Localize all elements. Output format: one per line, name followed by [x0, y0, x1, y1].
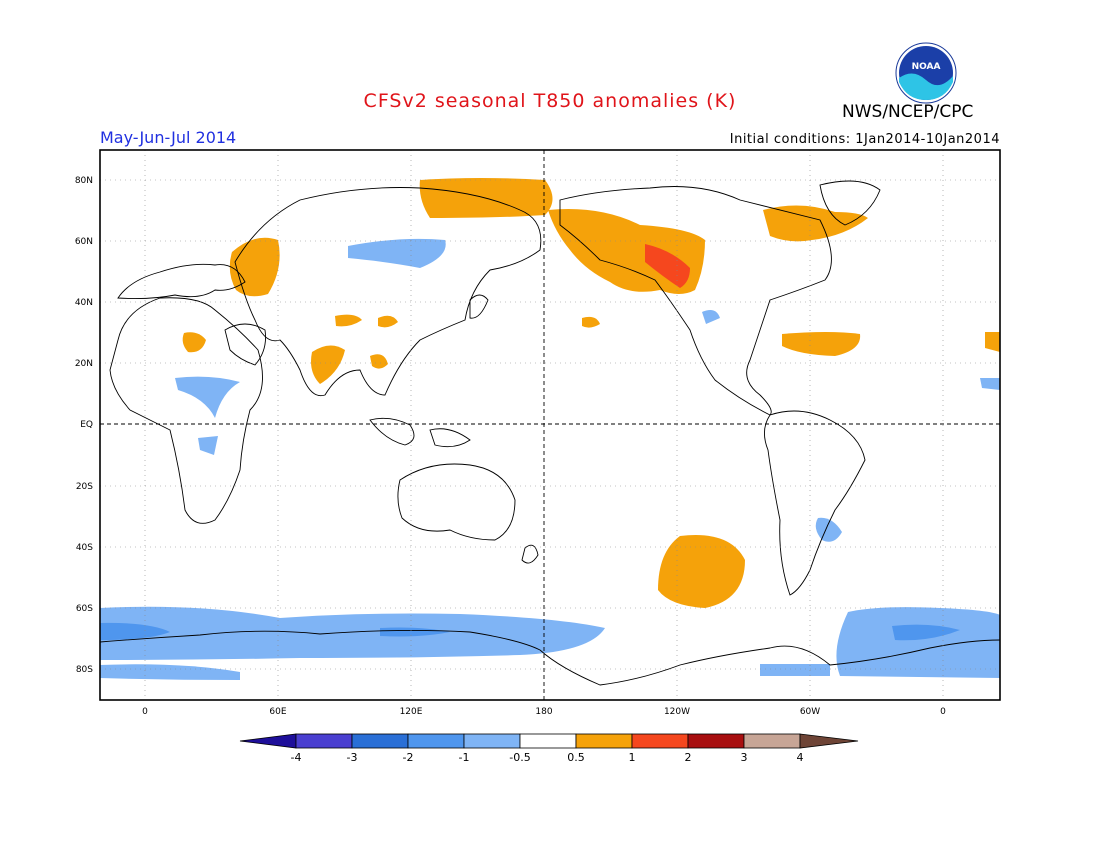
colorbar-label: -1	[459, 751, 470, 764]
cool-anomaly-core	[380, 627, 450, 637]
warm-anomaly-region	[311, 345, 345, 384]
lon-label: 120W	[664, 707, 690, 717]
colorbar-swatch	[575, 733, 633, 749]
colorbar-swatch	[519, 733, 577, 749]
colorbar-label: -3	[347, 751, 358, 764]
latitude-labels: 80N 60N 40N 20N EQ 20S 40S 60S 80S	[75, 176, 93, 675]
warm-anomaly-region	[658, 535, 745, 608]
lat-label: 80S	[76, 665, 93, 675]
forecast-period: May-Jun-Jul 2014	[100, 128, 237, 147]
colorbar-swatch	[687, 733, 745, 749]
lon-label: 0	[142, 707, 148, 717]
cool-anomaly-region	[198, 436, 218, 455]
colorbar-label: -2	[403, 751, 414, 764]
warm-anomaly-core	[645, 244, 690, 288]
warm-anomaly-region	[335, 314, 362, 327]
lat-label: 60N	[75, 237, 93, 247]
lat-label: 20S	[76, 482, 93, 492]
lon-label: 180	[535, 707, 552, 717]
lat-label: 20N	[75, 359, 93, 369]
graticule	[100, 150, 1000, 700]
warm-anomaly-region	[582, 316, 600, 328]
colorbar-arrow-high	[799, 733, 859, 749]
cool-anomaly-region	[760, 664, 830, 676]
colorbar-label: 0.5	[567, 751, 585, 764]
colorbar-label: 4	[797, 751, 804, 764]
initial-conditions: Initial conditions: 1Jan2014-10Jan2014	[729, 132, 1000, 147]
warm-anomaly-region	[370, 354, 388, 369]
cool-anomaly-region	[815, 517, 842, 542]
cool-anomaly-region	[836, 607, 1000, 678]
lat-label: 60S	[76, 604, 93, 614]
cool-anomaly-region	[100, 664, 240, 680]
longitude-labels: 0 60E 120E 180 120W 60W 0	[142, 707, 946, 717]
lon-label: 60E	[269, 707, 286, 717]
cool-anomaly-core	[100, 622, 170, 640]
colorbar-swatch	[631, 733, 689, 749]
svg-text:NOAA: NOAA	[912, 62, 941, 72]
noaa-logo-icon: NOAA	[895, 42, 957, 104]
cool-anomaly-core	[892, 624, 960, 641]
organization-label: NWS/NCEP/CPC	[842, 102, 974, 122]
colorbar-swatch	[743, 733, 801, 749]
lat-label: 40N	[75, 298, 93, 308]
lat-label: EQ	[80, 420, 93, 430]
map-title: CFSv2 seasonal T850 anomalies (K)	[363, 90, 737, 112]
lat-label: 40S	[76, 543, 93, 553]
cool-anomaly-region	[702, 310, 720, 324]
colorbar-swatch	[351, 733, 409, 749]
warm-anomaly-region	[763, 205, 868, 242]
colorbar-arrow-low	[239, 733, 297, 749]
lat-label: 80N	[75, 176, 93, 186]
warm-anomaly-region	[985, 332, 1000, 352]
lon-label: 120E	[400, 707, 423, 717]
warm-anomaly-region	[229, 237, 280, 297]
colorbar-swatch	[295, 733, 353, 749]
colorbar-label: 2	[685, 751, 692, 764]
cool-anomaly-region	[100, 606, 605, 660]
lon-label: 0	[940, 707, 946, 717]
colorbar-label: -4	[291, 751, 302, 764]
warm-anomaly-region	[782, 332, 861, 356]
coastlines	[99, 180, 1001, 686]
colorbar: -4 -3 -2 -1 -0.5 0.5 1 2 3 4	[239, 733, 859, 764]
cool-anomaly-region	[175, 376, 240, 418]
cool-anomaly-region	[980, 378, 1000, 390]
warm-anomaly-region	[182, 332, 206, 353]
colorbar-swatch	[463, 733, 521, 749]
map-frame	[99, 149, 1001, 701]
lon-label: 60W	[800, 707, 820, 717]
anomaly-fields	[100, 178, 1000, 680]
colorbar-label: 1	[629, 751, 636, 764]
colorbar-label: 3	[741, 751, 748, 764]
warm-anomaly-region	[378, 315, 398, 328]
colorbar-label: -0.5	[509, 751, 530, 764]
cool-anomaly-region	[348, 238, 446, 268]
colorbar-swatch	[407, 733, 465, 749]
